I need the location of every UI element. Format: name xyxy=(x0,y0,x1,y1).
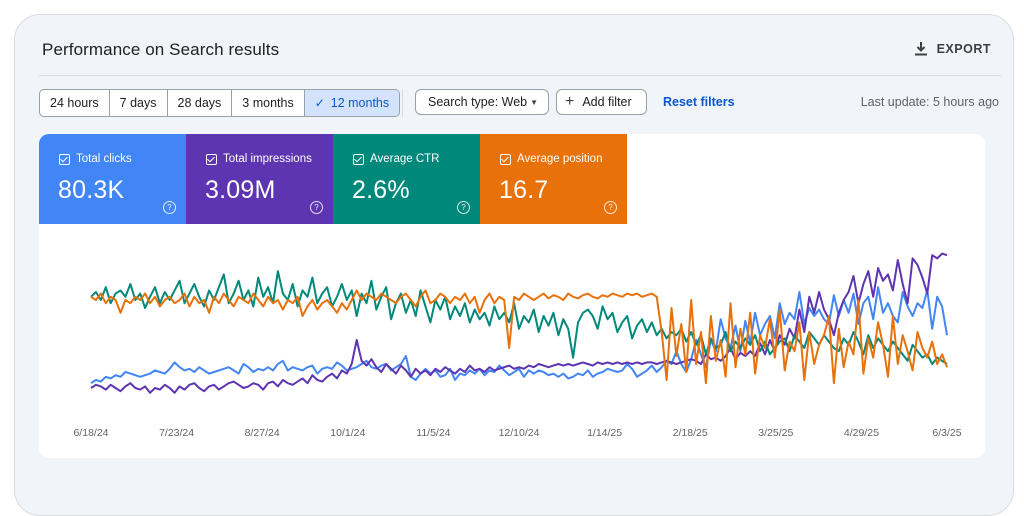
checkmark-icon: ✓ xyxy=(314,96,325,110)
x-tick-label: 11/5/24 xyxy=(416,427,450,439)
x-tick-label: 6/18/24 xyxy=(73,427,108,439)
page-title: Performance on Search results xyxy=(42,40,280,59)
metric-label: Average CTR xyxy=(370,153,440,165)
series-line-total-impressions xyxy=(90,252,948,394)
x-tick-label: 10/1/24 xyxy=(330,427,365,439)
metric-value: 3.09M xyxy=(205,176,276,204)
add-filter-button[interactable]: + Add filter xyxy=(556,89,647,115)
range-28-days[interactable]: 28 days xyxy=(168,90,233,116)
search-type-label: Search type: Web xyxy=(428,95,528,109)
metric-label: Total impressions xyxy=(223,153,312,165)
range-12-months-label: 12 months xyxy=(330,96,390,110)
add-filter-label: Add filter xyxy=(582,95,632,109)
help-icon[interactable]: ? xyxy=(310,201,323,214)
metric-average-ctr[interactable]: Average CTR 2.6% ? xyxy=(333,134,480,224)
export-label: EXPORT xyxy=(936,42,991,56)
x-tick-label: 6/3/25 xyxy=(932,427,961,439)
download-icon xyxy=(914,42,927,56)
checkbox-icon xyxy=(500,153,511,165)
metric-label: Average position xyxy=(517,153,603,165)
help-icon[interactable]: ? xyxy=(457,201,470,214)
range-3-months[interactable]: 3 months xyxy=(232,90,305,116)
performance-panel: Performance on Search results EXPORT 24 … xyxy=(14,14,1014,516)
series-line-average-ctr xyxy=(90,270,948,365)
last-update-text: Last update: 5 hours ago xyxy=(860,95,999,109)
range-12-months[interactable]: ✓ 12 months xyxy=(304,90,400,116)
search-type-dropdown[interactable]: Search type: Web ▼ xyxy=(415,89,549,115)
x-tick-label: 7/23/24 xyxy=(159,427,194,439)
x-tick-label: 8/27/24 xyxy=(245,427,280,439)
x-tick-label: 12/10/24 xyxy=(499,427,540,439)
toolbar-separator xyxy=(402,89,403,117)
caret-down-icon: ▼ xyxy=(530,97,538,107)
x-tick-label: 1/14/25 xyxy=(587,427,622,439)
metric-average-position[interactable]: Average position 16.7 ? xyxy=(480,134,627,224)
export-button[interactable]: EXPORT xyxy=(914,41,991,57)
help-icon[interactable]: ? xyxy=(163,201,176,214)
checkbox-icon xyxy=(59,153,70,165)
range-24-hours[interactable]: 24 hours xyxy=(40,90,110,116)
series-line-total-clicks xyxy=(90,286,948,385)
metric-label: Total clicks xyxy=(76,153,132,165)
chart-card: Total clicks 80.3K ? Total impressions 3… xyxy=(39,134,985,458)
date-range-selector: 24 hours 7 days 28 days 3 months ✓ 12 mon… xyxy=(39,89,401,117)
help-icon[interactable]: ? xyxy=(604,201,617,214)
metric-total-clicks[interactable]: Total clicks 80.3K ? xyxy=(39,134,186,224)
x-tick-label: 2/18/25 xyxy=(673,427,708,439)
reset-filters-link[interactable]: Reset filters xyxy=(663,95,735,109)
metric-value: 2.6% xyxy=(352,176,410,204)
plus-icon: + xyxy=(565,93,575,110)
x-tick-label: 3/25/25 xyxy=(758,427,793,439)
metric-value: 80.3K xyxy=(58,176,125,204)
performance-line-chart: 6/18/24 7/23/24 8/27/24 10/1/24 11/5/24 12/10… xyxy=(73,252,962,439)
x-tick-label: 4/29/25 xyxy=(844,427,879,439)
metric-value: 16.7 xyxy=(499,176,549,204)
metric-total-impressions[interactable]: Total impressions 3.09M ? xyxy=(186,134,333,224)
checkbox-icon xyxy=(353,153,364,165)
series-line-average-position xyxy=(90,289,948,385)
range-7-days[interactable]: 7 days xyxy=(110,90,168,116)
header-divider xyxy=(39,75,1001,76)
checkbox-icon xyxy=(206,153,217,165)
